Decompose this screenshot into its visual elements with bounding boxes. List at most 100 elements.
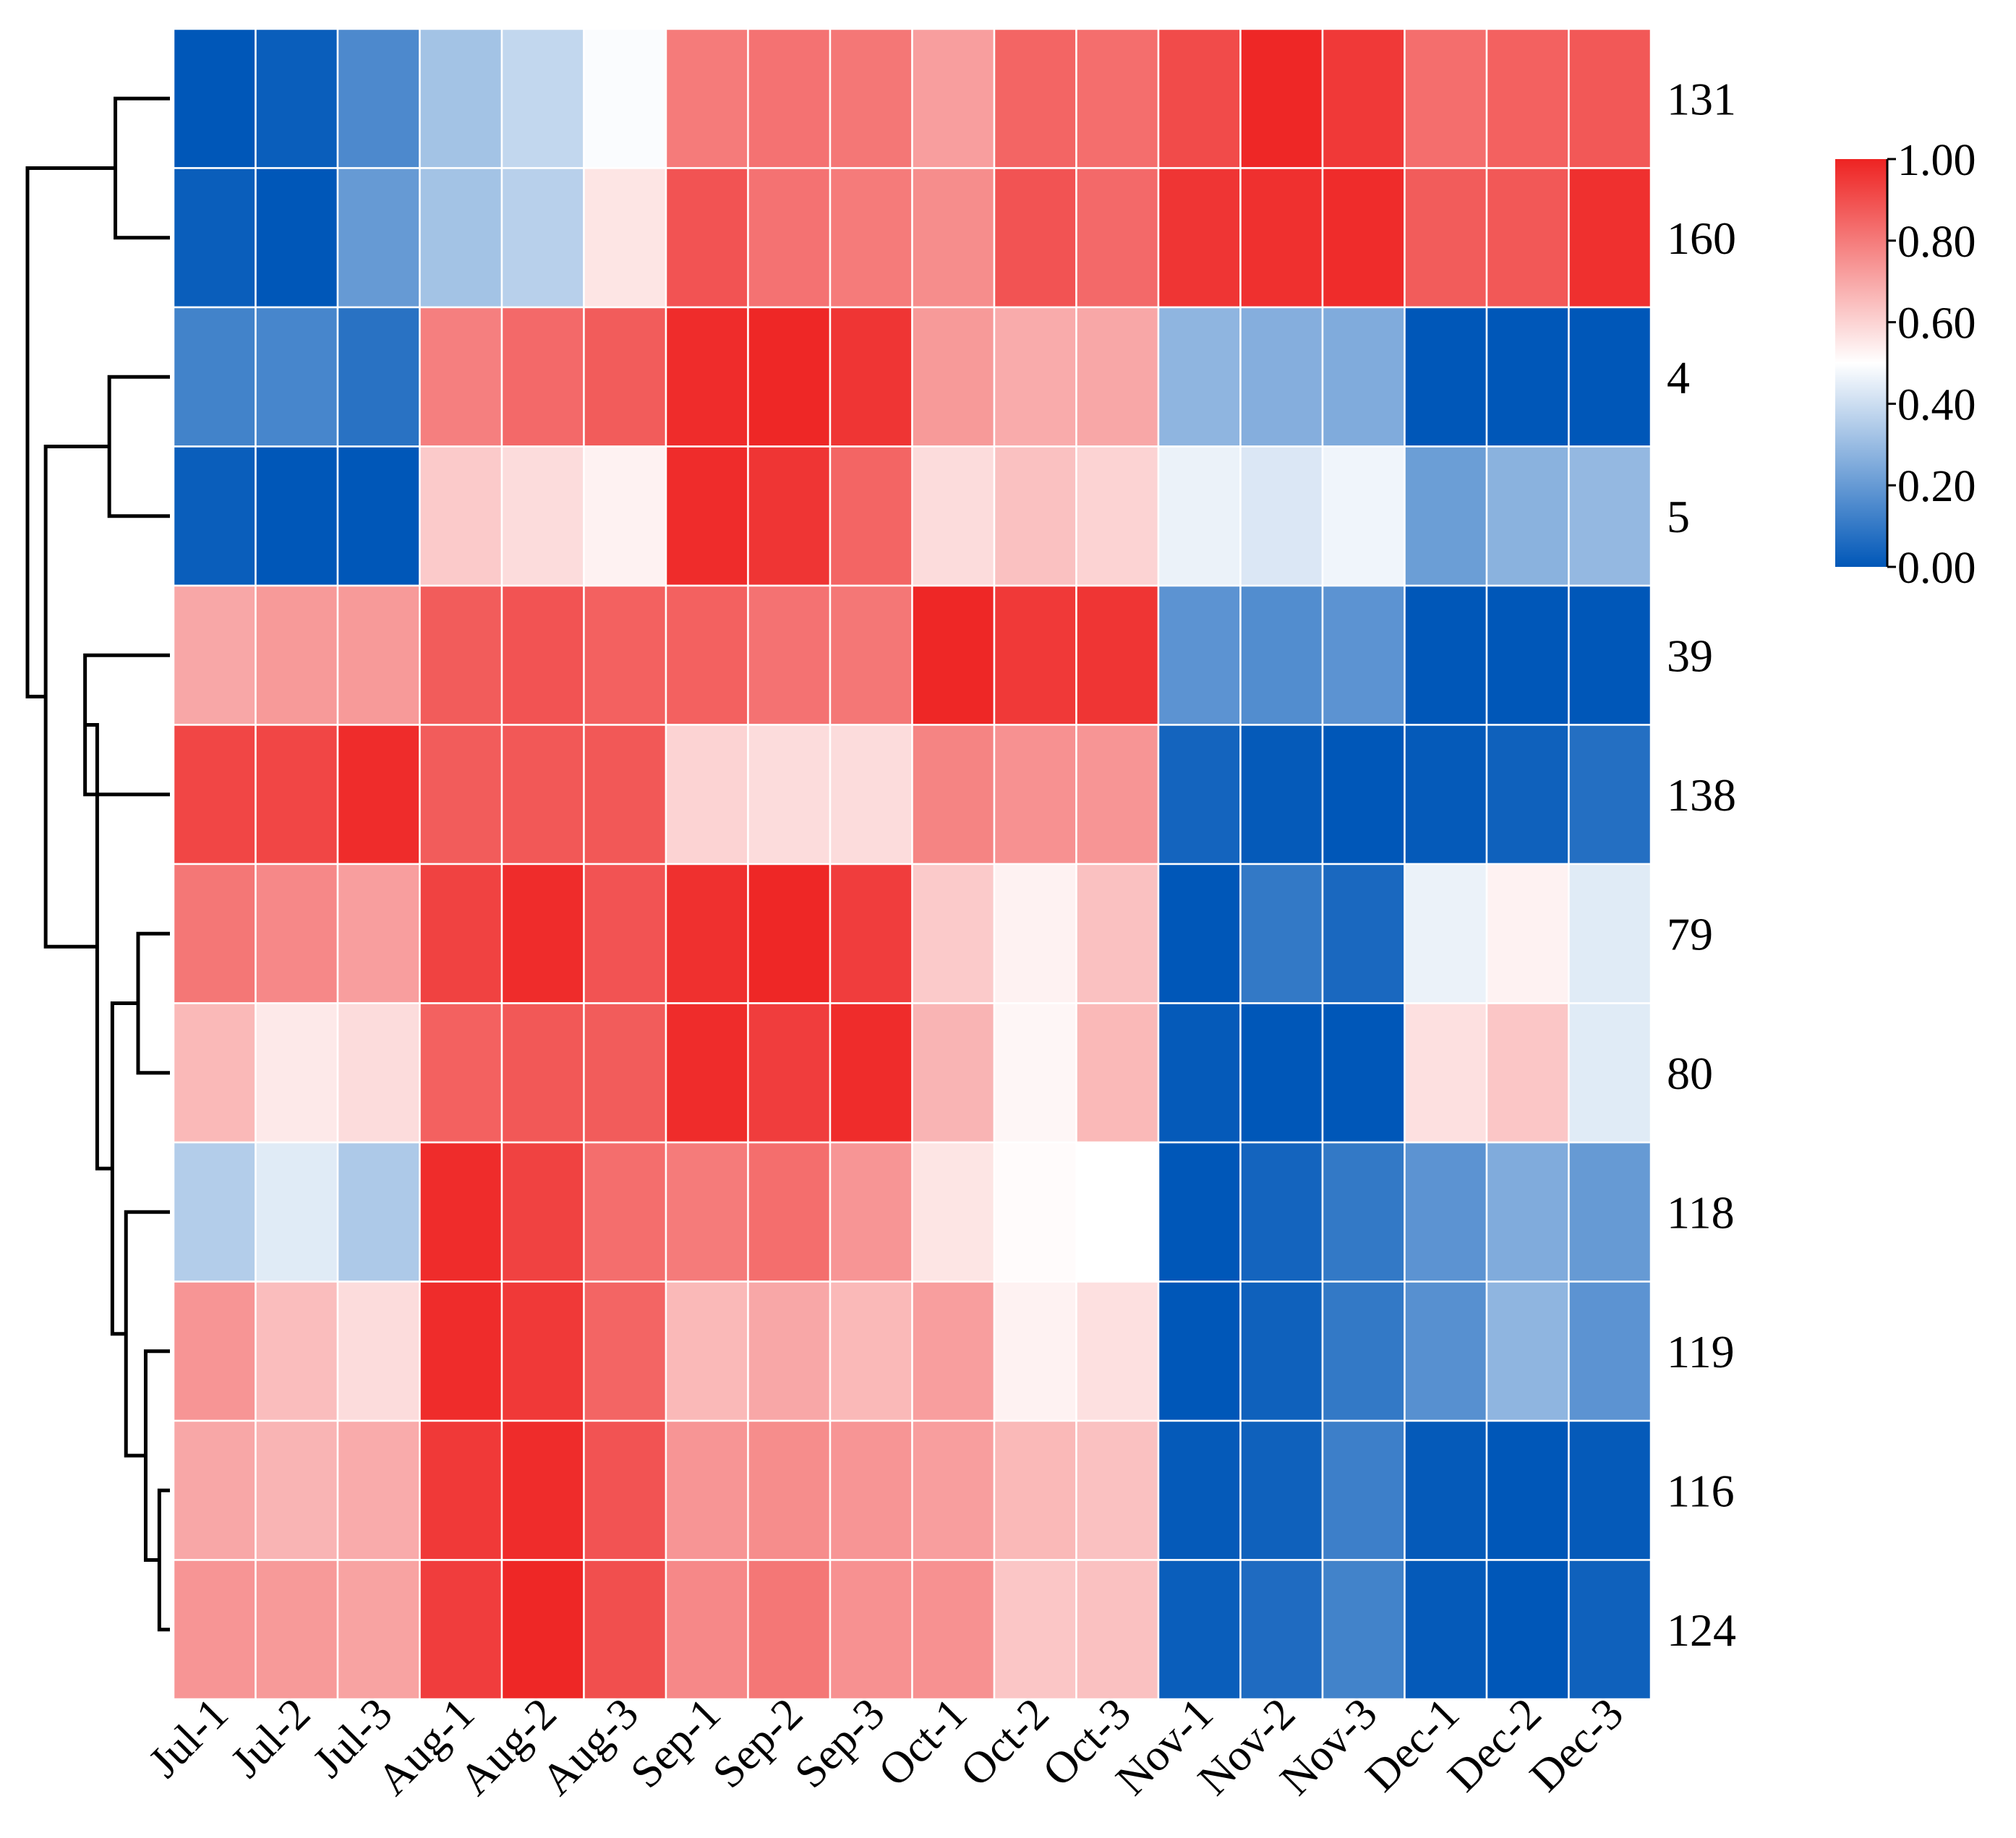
heatmap-cell	[419, 1002, 503, 1144]
dendrogram-branch	[157, 1488, 170, 1632]
row-label: 138	[1667, 769, 1736, 821]
column-label: Jul-2	[221, 1689, 320, 1787]
column-label: Aug-1	[368, 1689, 484, 1805]
heatmap-cell	[583, 306, 667, 448]
colorbar: 0.00 0.20 0.40 0.60 0.80 1.00	[1835, 136, 1976, 593]
heatmap-cell	[993, 1559, 1077, 1701]
heatmap-cell	[829, 863, 913, 1004]
heatmap-cell	[1321, 1281, 1406, 1422]
heatmap-cell	[829, 1559, 913, 1701]
row-label: 4	[1667, 351, 1690, 403]
heatmap-cell	[1568, 445, 1652, 587]
heatmap-cell	[1157, 1002, 1242, 1144]
heatmap-cell	[911, 1281, 996, 1422]
heatmap-cell	[1321, 724, 1406, 865]
heatmap-cell	[255, 1141, 339, 1283]
heatmap-cell	[1485, 1002, 1570, 1144]
heatmap-cell	[172, 1281, 257, 1422]
heatmap-cell	[993, 27, 1077, 169]
heatmap-cell	[419, 445, 503, 587]
heatmap-cell	[1568, 1002, 1652, 1144]
heatmap-cell	[419, 1559, 503, 1701]
heatmap-cell	[1485, 1281, 1570, 1422]
heatmap-cell	[1485, 1559, 1570, 1701]
heatmap-cell	[1404, 584, 1488, 726]
heatmap-cell	[747, 27, 832, 169]
heatmap-cell	[1485, 724, 1570, 865]
heatmap-cell	[336, 306, 421, 448]
heatmap-cell	[1321, 445, 1406, 587]
heatmap-cell	[172, 27, 257, 169]
heatmap-cell	[665, 863, 749, 1004]
heatmap-cell	[255, 1559, 339, 1701]
heatmap-cell	[419, 167, 503, 309]
heatmap-cell	[1075, 863, 1160, 1004]
heatmap-cell	[583, 1141, 667, 1283]
heatmap-cell	[1485, 1141, 1570, 1283]
heatmap-cell	[1157, 584, 1242, 726]
heatmap-cell	[1239, 1281, 1324, 1422]
heatmap-cell	[583, 1281, 667, 1422]
heatmap-cell	[500, 1141, 585, 1283]
heatmap-cell	[665, 306, 749, 448]
heatmap-cell	[419, 584, 503, 726]
heatmap-cell	[255, 306, 339, 448]
heatmap-cell	[1321, 584, 1406, 726]
row-labels: 131 160 4 5 39 138 79 80 118 119 116 124	[1667, 73, 1736, 1656]
heatmap-cell	[993, 167, 1077, 309]
colorbar-tick-label: 0.00	[1897, 544, 1976, 593]
heatmap-cell	[911, 306, 996, 448]
heatmap-cell	[993, 1419, 1077, 1561]
heatmap-cell	[829, 1141, 913, 1283]
heatmap-cell	[1404, 724, 1488, 865]
dendrogram-branch	[83, 653, 170, 797]
heatmap-cell	[747, 306, 832, 448]
heatmap-cell	[1568, 1141, 1652, 1283]
heatmap-cell	[500, 306, 585, 448]
heatmap-cell	[829, 584, 913, 726]
heatmap-cell	[255, 1281, 339, 1422]
heatmap-cell	[1075, 724, 1160, 865]
heatmap-cell	[993, 863, 1077, 1004]
heatmap-cell	[1075, 27, 1160, 169]
heatmap-cell	[911, 445, 996, 587]
colorbar-tick-label: 1.00	[1897, 136, 1976, 185]
heatmap-cell	[1568, 167, 1652, 309]
heatmap-cell	[1157, 1419, 1242, 1561]
row-label: 80	[1667, 1048, 1713, 1099]
heatmap-cell	[336, 724, 421, 865]
heatmap-cell	[1568, 27, 1652, 169]
heatmap-cell	[829, 724, 913, 865]
heatmap-cell	[336, 167, 421, 309]
heatmap-cell	[500, 863, 585, 1004]
heatmap-cell	[500, 584, 585, 726]
heatmap-cell	[172, 724, 257, 865]
heatmap-cell	[1404, 445, 1488, 587]
heatmap-cell	[665, 1559, 749, 1701]
heatmap-cell	[172, 863, 257, 1004]
heatmap-cell	[1485, 584, 1570, 726]
heatmap-cell	[1568, 1419, 1652, 1561]
colorbar-gradient	[1835, 159, 1887, 567]
heatmap-cell	[500, 1002, 585, 1144]
heatmap-cell	[1485, 306, 1570, 448]
heatmap-cell	[583, 584, 667, 726]
heatmap-cell	[172, 445, 257, 587]
heatmap-cell	[1239, 724, 1324, 865]
column-label: Dec-1	[1357, 1689, 1469, 1801]
heatmap-cell	[665, 584, 749, 726]
dendrogram-branch	[25, 166, 116, 698]
heatmap-cell	[1157, 306, 1242, 448]
heatmap-cell	[255, 445, 339, 587]
heatmap-cell	[1568, 1559, 1652, 1701]
row-label: 79	[1667, 908, 1713, 959]
heatmap-cell	[1157, 1281, 1242, 1422]
heatmap-cell	[1239, 445, 1324, 587]
heatmap-cell	[1075, 306, 1160, 448]
heatmap-cell	[1321, 863, 1406, 1004]
column-label: Jul-1	[140, 1689, 238, 1787]
heatmap-cell	[500, 445, 585, 587]
row-label: 118	[1667, 1187, 1735, 1238]
heatmap-cell	[1404, 1559, 1488, 1701]
